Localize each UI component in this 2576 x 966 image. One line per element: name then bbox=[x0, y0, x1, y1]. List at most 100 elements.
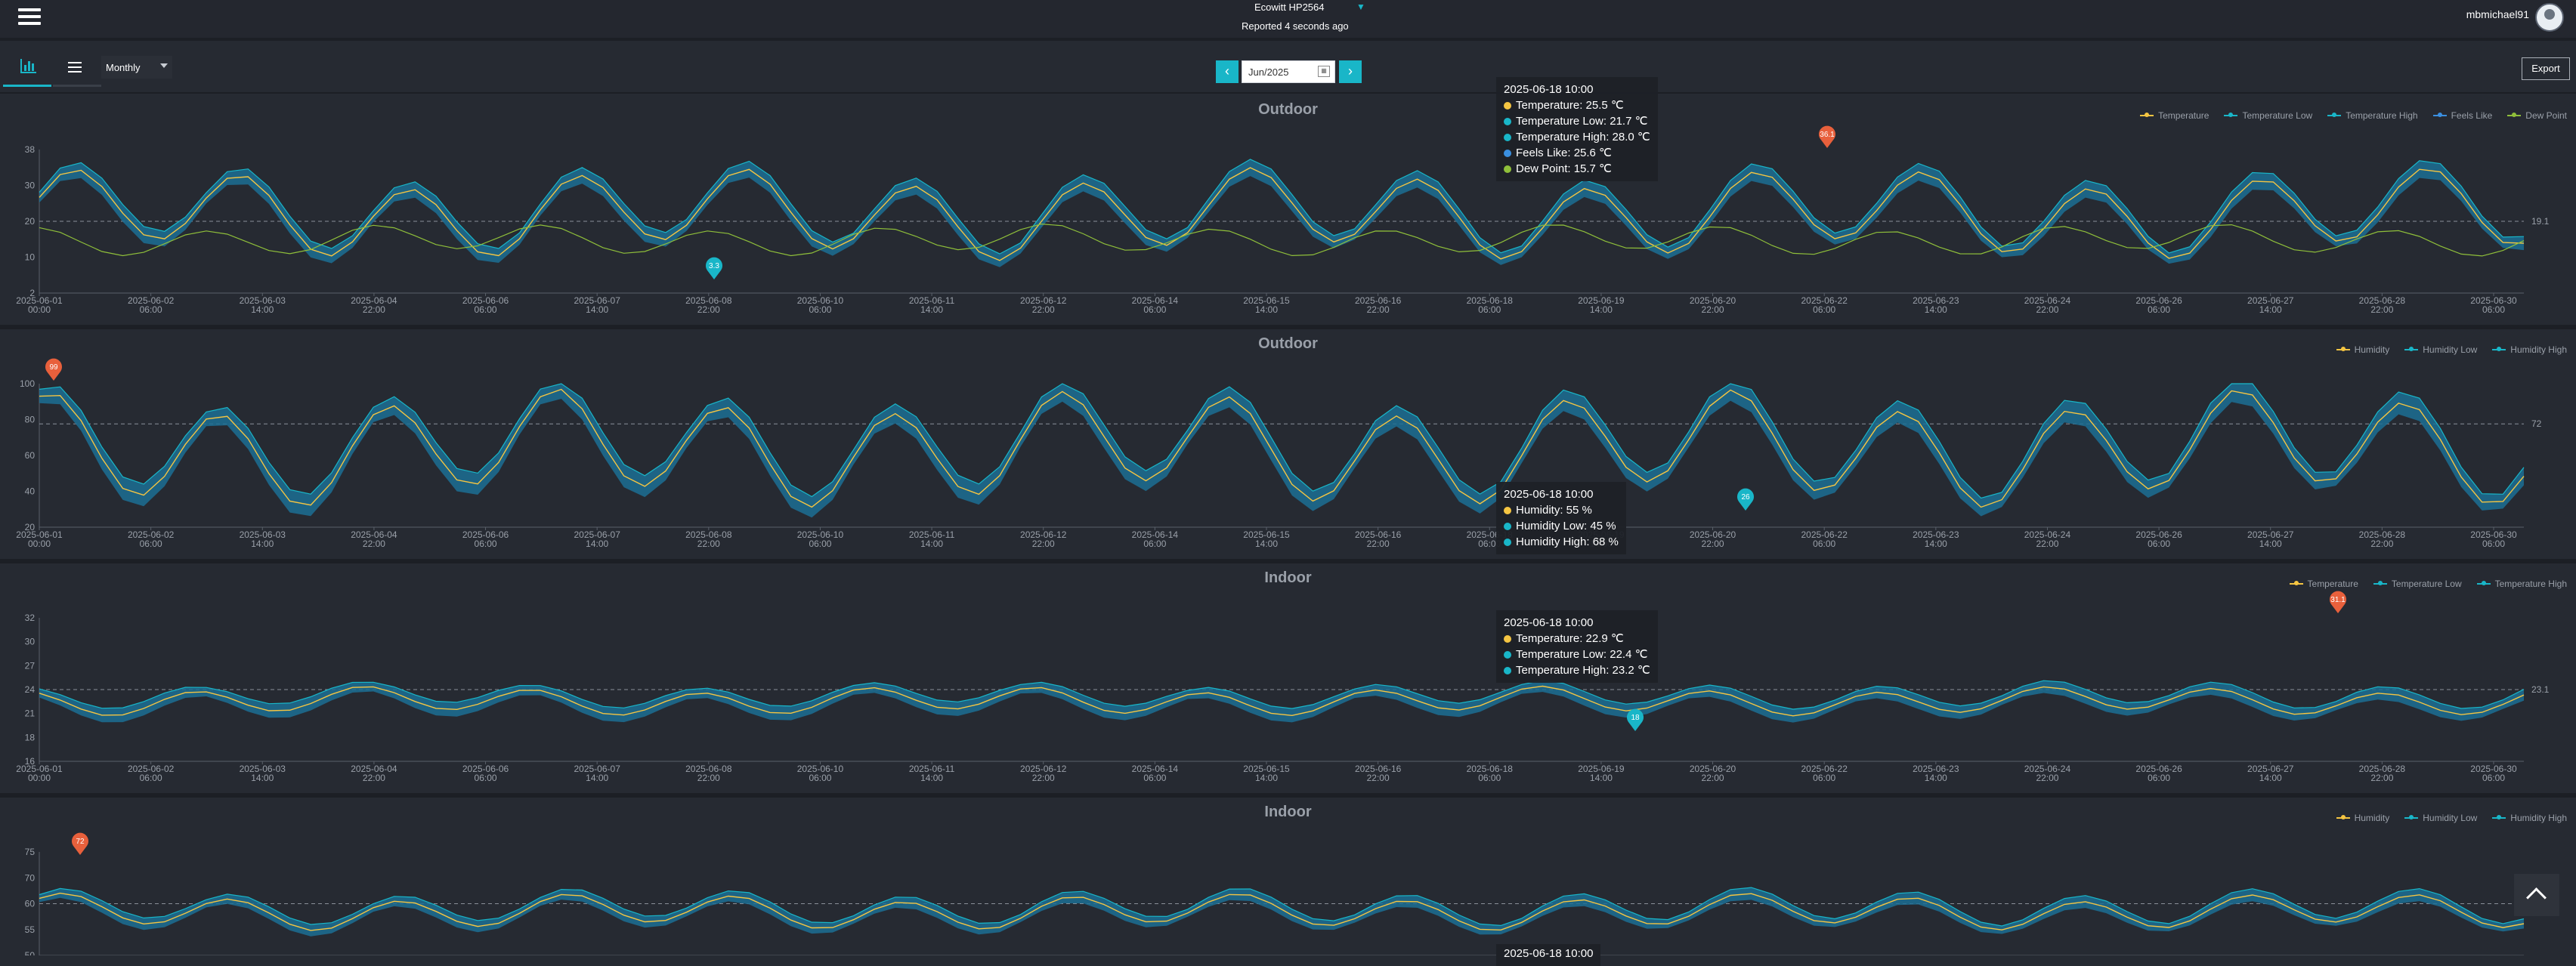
username[interactable]: mbmichael91 bbox=[2466, 8, 2529, 20]
x-tick-label: 22:00 bbox=[363, 773, 385, 783]
x-tick-label: 2025-06-10 bbox=[797, 529, 844, 540]
menu-icon[interactable] bbox=[18, 5, 41, 26]
x-tick-label: 2025-06-28 bbox=[2359, 764, 2406, 774]
x-tick-label: 06:00 bbox=[1143, 304, 1166, 315]
x-tick-label: 22:00 bbox=[697, 304, 720, 315]
x-tick-label: 06:00 bbox=[2148, 304, 2170, 315]
tooltip-value: Temperature Low: 22.4 ℃ bbox=[1516, 648, 1648, 661]
station-name[interactable]: Ecowitt HP2564 bbox=[1254, 2, 1325, 13]
chart-view-tab[interactable] bbox=[3, 45, 51, 87]
calendar-icon: ▦ bbox=[1318, 66, 1330, 77]
dew-point-line bbox=[39, 223, 2525, 257]
x-tick-label: 22:00 bbox=[1367, 304, 1390, 315]
series-dot-icon bbox=[1504, 133, 1511, 141]
x-tick-label: 14:00 bbox=[1925, 304, 1947, 315]
x-tick-label: 2025-06-01 bbox=[16, 529, 63, 540]
tooltip-value: Temperature: 22.9 ℃ bbox=[1516, 632, 1624, 645]
tooltip-value: Humidity High: 68 % bbox=[1516, 535, 1619, 548]
avatar[interactable] bbox=[2535, 3, 2564, 32]
legend-item[interactable]: Temperature bbox=[2140, 110, 2209, 121]
legend-item[interactable]: Temperature High bbox=[2476, 579, 2567, 589]
legend-item[interactable]: Feels Like bbox=[2432, 110, 2492, 121]
scroll-to-top-button[interactable] bbox=[2514, 874, 2559, 916]
x-tick-label: 2025-06-01 bbox=[16, 764, 63, 774]
legend-item[interactable]: Temperature bbox=[2289, 579, 2358, 589]
min-pin-icon bbox=[705, 257, 722, 279]
legend-label: Temperature High bbox=[2346, 110, 2418, 121]
main-series-line bbox=[39, 892, 2525, 931]
legend-item[interactable]: Humidity Low bbox=[2404, 813, 2477, 823]
average-label: 72 bbox=[2531, 418, 2542, 429]
x-tick-label: 2025-06-16 bbox=[1355, 529, 1402, 540]
x-tick-label: 2025-06-27 bbox=[2247, 764, 2294, 774]
x-tick-label: 22:00 bbox=[1367, 539, 1390, 549]
high-series-line bbox=[39, 887, 2525, 927]
tooltip-time: 2025-06-18 10:00 bbox=[1504, 616, 1594, 629]
legend-label: Humidity Low bbox=[2423, 344, 2478, 355]
x-tick-label: 2025-06-06 bbox=[462, 529, 509, 540]
x-tick-label: 14:00 bbox=[1925, 773, 1947, 783]
x-tick-label: 06:00 bbox=[2148, 773, 2170, 783]
x-tick-label: 14:00 bbox=[586, 773, 608, 783]
legend-item[interactable]: Temperature High bbox=[2327, 110, 2418, 121]
y-tick-label: 21 bbox=[25, 708, 36, 719]
legend-swatch bbox=[2404, 347, 2419, 351]
list-view-tab[interactable] bbox=[53, 45, 101, 87]
x-tick-label: 06:00 bbox=[475, 773, 497, 783]
legend-item[interactable]: Humidity High bbox=[2492, 344, 2567, 355]
tooltip-time: 2025-06-18 10:00 bbox=[1504, 947, 1594, 960]
x-tick-label: 14:00 bbox=[586, 304, 608, 315]
legend-item[interactable]: Temperature Low bbox=[2224, 110, 2312, 121]
x-tick-label: 22:00 bbox=[2036, 539, 2058, 549]
legend-item[interactable]: Humidity bbox=[2336, 344, 2390, 355]
x-tick-label: 14:00 bbox=[251, 539, 274, 549]
x-tick-label: 22:00 bbox=[2370, 773, 2393, 783]
indoor-humidity-chart: Indoor Humidity Humidity Low Humidity High… bbox=[0, 798, 2576, 955]
tooltip-time: 2025-06-18 10:00 bbox=[1504, 488, 1594, 501]
legend-item[interactable]: Humidity bbox=[2336, 813, 2389, 823]
x-tick-label: 2025-06-07 bbox=[574, 764, 620, 774]
x-tick-label: 14:00 bbox=[1255, 773, 1278, 783]
tooltip-row: Humidity High: 68 % bbox=[1504, 534, 1619, 550]
legend-item[interactable]: Humidity High bbox=[2492, 813, 2567, 823]
x-tick-label: 06:00 bbox=[1143, 539, 1166, 549]
series-dot-icon bbox=[1504, 666, 1511, 674]
y-tick-label: 20 bbox=[25, 216, 36, 227]
x-tick-label: 14:00 bbox=[1255, 304, 1278, 315]
x-tick-label: 2025-06-06 bbox=[462, 295, 509, 306]
tooltip-row: Temperature Low: 22.4 ℃ bbox=[1504, 647, 1650, 662]
x-tick-label: 2025-06-15 bbox=[1243, 295, 1290, 306]
x-tick-label: 06:00 bbox=[1478, 773, 1501, 783]
legend-item[interactable]: Dew Point bbox=[2507, 110, 2567, 121]
export-button[interactable]: Export bbox=[2522, 57, 2570, 80]
period-select[interactable]: Monthly bbox=[101, 56, 172, 79]
prev-month-button[interactable]: ‹ bbox=[1216, 60, 1239, 83]
y-tick-label: 27 bbox=[25, 660, 36, 671]
chevron-down-icon[interactable]: ▼ bbox=[1356, 2, 1365, 12]
max-pin-icon bbox=[2330, 591, 2346, 613]
x-tick-label: 06:00 bbox=[475, 539, 497, 549]
x-tick-label: 14:00 bbox=[920, 773, 943, 783]
legend-item[interactable]: Temperature Low bbox=[2373, 579, 2462, 589]
main-series-line bbox=[39, 685, 2525, 717]
chevron-down-icon bbox=[160, 63, 168, 68]
min-marker-label: 26 bbox=[1741, 493, 1750, 502]
min-pin-icon bbox=[1627, 708, 1644, 731]
x-tick-label: 22:00 bbox=[1032, 539, 1055, 549]
legend-item[interactable]: Humidity Low bbox=[2404, 344, 2477, 355]
legend-label: Humidity bbox=[2354, 344, 2390, 355]
min-marker-label: 3.3 bbox=[709, 262, 719, 270]
month-picker-value: Jun/2025 bbox=[1248, 66, 1289, 78]
legend-label: Humidity Low bbox=[2423, 813, 2478, 823]
low-high-band bbox=[39, 384, 2524, 518]
x-tick-label: 2025-06-11 bbox=[909, 764, 955, 774]
month-picker[interactable]: Jun/2025 ▦ bbox=[1242, 60, 1335, 83]
y-tick-label: 40 bbox=[25, 486, 36, 497]
x-tick-label: 2025-06-14 bbox=[1132, 764, 1179, 774]
next-month-button[interactable]: › bbox=[1339, 60, 1362, 83]
x-tick-label: 2025-06-18 bbox=[1467, 295, 1514, 306]
series-dot-icon bbox=[1504, 506, 1511, 514]
series-dot-icon bbox=[1504, 101, 1511, 110]
legend-swatch bbox=[2492, 815, 2506, 819]
tooltip-value: Temperature High: 28.0 ℃ bbox=[1516, 131, 1650, 144]
